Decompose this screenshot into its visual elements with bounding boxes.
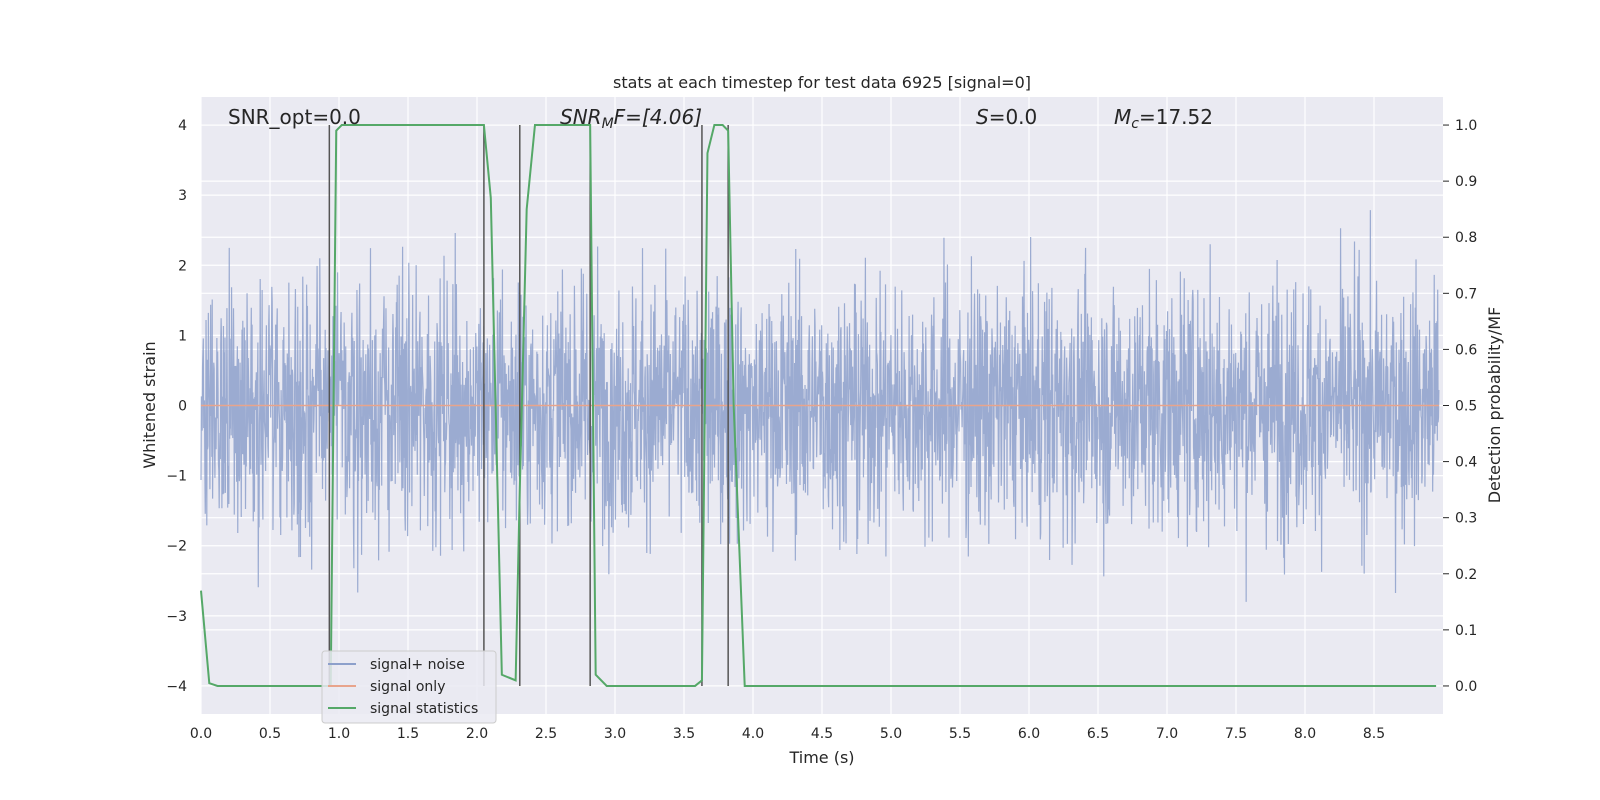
- x-axis-ticks: 0.0 0.5 1.0 1.5 2.0 2.5 3.0 3.5 4.0 4.5 5.0 5.5 6.0 6…: [190, 726, 1385, 742]
- signal-noise-series: [200, 210, 1440, 602]
- y-tick-label: −3: [166, 609, 187, 625]
- x-tick-label: 6.0: [1018, 726, 1040, 742]
- y2-tick-label: 0.3: [1455, 511, 1477, 527]
- legend-label-signal-noise: signal+ noise: [370, 657, 465, 673]
- x-tick-label: 7.5: [1225, 726, 1247, 742]
- annotation-s-rest: =0.0: [989, 105, 1038, 129]
- x-axis-label: Time (s): [788, 748, 854, 767]
- legend-label-signal-only: signal only: [370, 679, 445, 695]
- y-tick-label: −4: [166, 679, 187, 695]
- x-tick-label: 0.5: [259, 726, 281, 742]
- y2-tick-label: 0.0: [1455, 679, 1477, 695]
- y-axis-label: Whitened strain: [140, 341, 159, 468]
- y2-axis-label: Detection probability/MF: [1485, 307, 1504, 504]
- signal-noise-line: [200, 210, 1440, 602]
- annotation-s-sym: S: [976, 105, 989, 129]
- annotation-snr-mf-rest: F=[4.06]: [614, 105, 702, 129]
- legend-box: [321, 650, 497, 724]
- signal-statistics-series: [200, 124, 1437, 687]
- x-tick-label: 4.0: [742, 726, 764, 742]
- annotation-snr-opt: SNR_opt=0.0: [228, 105, 361, 129]
- y2-tick-label: 0.7: [1455, 286, 1477, 302]
- y2-tick-label: 0.1: [1455, 623, 1477, 639]
- signal-statistics-line: [200, 124, 1437, 687]
- x-tick-label: 0.0: [190, 726, 212, 742]
- x-tick-label: 2.5: [535, 726, 557, 742]
- x-tick-label: 1.0: [328, 726, 350, 742]
- y2-tick-label: 0.2: [1455, 567, 1477, 583]
- y-tick-label: 3: [178, 188, 187, 204]
- y-tick-label: 2: [178, 258, 187, 274]
- annotation-snr-mf-sub: M: [602, 116, 614, 132]
- y-axis-ticks: −4 −3 −2 −1 0 1 2 3 4: [166, 118, 187, 695]
- y2-tick-label: 0.8: [1455, 230, 1477, 246]
- annotation-mc-sym: M: [1114, 105, 1131, 129]
- x-tick-label: 3.0: [604, 726, 626, 742]
- chart-title: stats at each timestep for test data 692…: [613, 73, 1031, 92]
- annotation-snr-mf: SNRMF=[4.06]: [560, 105, 702, 132]
- y-tick-label: −2: [166, 539, 187, 555]
- x-tick-label: 4.5: [811, 726, 833, 742]
- y2-tick-label: 1.0: [1455, 118, 1477, 134]
- x-tick-label: 8.0: [1294, 726, 1316, 742]
- x-tick-label: 5.5: [949, 726, 971, 742]
- annotation-s: S=0.0: [976, 105, 1037, 129]
- x-tick-label: 7.0: [1156, 726, 1178, 742]
- legend: signal+ noise signal only signal statist…: [321, 650, 497, 724]
- y2-tick-label: 0.4: [1455, 455, 1477, 471]
- annotation-snr-mf-base: SNR: [560, 105, 602, 129]
- y2-axis-ticks: 0.0 0.1 0.2 0.3 0.4 0.5 0.6 0.7 0.8 0.9 1.0: [1443, 118, 1477, 695]
- y-tick-label: −1: [166, 469, 187, 485]
- y-tick-label: 0: [178, 399, 187, 415]
- x-tick-label: 2.0: [466, 726, 488, 742]
- legend-label-signal-statistics: signal statistics: [370, 701, 478, 717]
- y2-tick-label: 0.6: [1455, 342, 1477, 358]
- annotation-mc: Mc=17.52: [1114, 105, 1213, 132]
- x-tick-label: 8.5: [1363, 726, 1385, 742]
- x-tick-label: 6.5: [1087, 726, 1109, 742]
- y-tick-label: 4: [178, 118, 187, 134]
- y2-tick-label: 0.5: [1455, 399, 1477, 415]
- y-tick-label: 1: [178, 328, 187, 344]
- x-tick-label: 1.5: [397, 726, 419, 742]
- annotation-mc-rest: =17.52: [1139, 105, 1213, 129]
- y2-tick-label: 0.9: [1455, 174, 1477, 190]
- x-tick-label: 3.5: [673, 726, 695, 742]
- annotation-mc-sub: c: [1131, 116, 1139, 132]
- x-tick-label: 5.0: [880, 726, 902, 742]
